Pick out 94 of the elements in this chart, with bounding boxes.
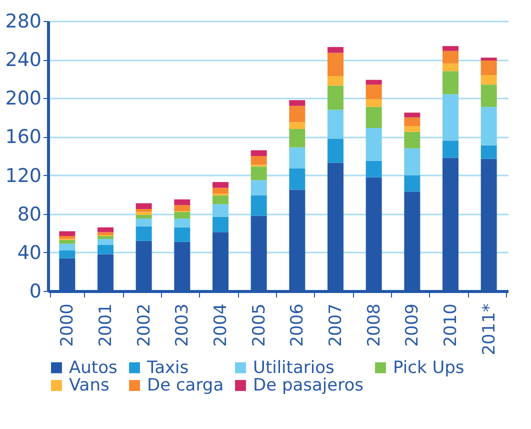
bar xyxy=(174,205,190,211)
bar xyxy=(404,132,420,148)
bar xyxy=(366,84,382,100)
x-tick-label: 2004 xyxy=(211,304,231,347)
bar xyxy=(366,80,382,85)
bar xyxy=(366,99,382,107)
x-tick-label: 2010 xyxy=(441,304,461,347)
bar xyxy=(328,52,344,76)
x-tick-label: 2003 xyxy=(172,304,193,347)
bar xyxy=(98,244,114,254)
x-tick-label: 2005 xyxy=(249,304,270,347)
y-tick-label: 200 xyxy=(5,88,42,110)
bar xyxy=(404,117,420,126)
legend-label: Autos xyxy=(69,358,118,378)
bar xyxy=(212,216,228,232)
legend-label: Utilitarios xyxy=(253,358,334,378)
bar xyxy=(480,106,497,146)
bar xyxy=(98,227,114,232)
y-tick-label: 240 xyxy=(5,49,42,72)
bar xyxy=(404,126,420,132)
bar xyxy=(174,218,190,228)
bar xyxy=(59,231,76,236)
bar xyxy=(59,236,76,239)
x-tick-label: 2007 xyxy=(326,304,346,347)
bar xyxy=(250,166,267,180)
bar xyxy=(289,106,306,122)
bar xyxy=(442,140,458,158)
bar xyxy=(442,94,458,141)
x-tick-label: 2011* xyxy=(479,304,500,356)
legend-label: Pick Ups xyxy=(393,358,464,378)
bar xyxy=(442,63,458,72)
legend-label: Vans xyxy=(69,376,110,396)
bar xyxy=(98,238,114,245)
x-tick-label: 2000 xyxy=(58,304,78,347)
bar xyxy=(212,188,228,194)
bar xyxy=(480,75,497,85)
bar xyxy=(289,129,306,148)
y-tick-label: 120 xyxy=(5,164,42,187)
bar xyxy=(250,196,267,216)
bar xyxy=(98,232,114,236)
bar xyxy=(404,112,420,118)
bar xyxy=(328,86,344,110)
bar xyxy=(442,46,458,51)
x-tick-label: 2008 xyxy=(364,304,384,347)
x-tick-label: 2001 xyxy=(96,304,116,347)
bar xyxy=(136,226,152,241)
bar xyxy=(136,212,152,215)
bar xyxy=(59,240,76,244)
bar xyxy=(442,50,458,64)
legend-label: Taxis xyxy=(146,358,189,378)
x-tick-label: 2006 xyxy=(288,304,308,347)
bar xyxy=(366,128,382,161)
bar xyxy=(212,182,228,188)
bar xyxy=(250,156,267,165)
bar xyxy=(442,71,458,94)
bar xyxy=(212,204,228,217)
legend-label: De carga xyxy=(147,376,224,396)
bar xyxy=(328,110,344,139)
bar xyxy=(136,218,152,226)
bar xyxy=(136,214,152,219)
legend-label: De pasajeros xyxy=(253,376,364,396)
bar xyxy=(59,244,76,250)
bar xyxy=(136,203,152,210)
bar xyxy=(480,84,497,107)
bar xyxy=(289,168,306,190)
x-tick-label: 2009 xyxy=(402,304,423,347)
bar xyxy=(250,150,267,156)
bar xyxy=(328,47,344,53)
y-tick-label: 0 xyxy=(29,280,42,302)
bar xyxy=(174,199,190,206)
bar xyxy=(404,148,420,176)
bar xyxy=(480,58,497,61)
bar xyxy=(136,209,152,212)
bar xyxy=(366,106,382,128)
bar xyxy=(174,227,190,242)
bar xyxy=(212,196,228,204)
bar xyxy=(480,145,497,159)
bar xyxy=(174,212,190,219)
y-tick-label: 80 xyxy=(17,203,42,226)
bar xyxy=(289,100,306,106)
bar xyxy=(480,60,497,75)
bar xyxy=(250,180,267,196)
y-tick-label: 40 xyxy=(17,242,42,264)
bar xyxy=(59,250,76,258)
bar xyxy=(289,147,306,169)
bar xyxy=(366,160,382,178)
x-tick-label: 2002 xyxy=(134,304,154,347)
y-tick-label: 160 xyxy=(5,126,42,148)
bar xyxy=(98,236,114,239)
bar xyxy=(289,122,306,129)
bar xyxy=(404,175,420,192)
y-tick-label: 280 xyxy=(5,10,42,32)
bar xyxy=(328,76,344,86)
bar xyxy=(328,138,344,163)
